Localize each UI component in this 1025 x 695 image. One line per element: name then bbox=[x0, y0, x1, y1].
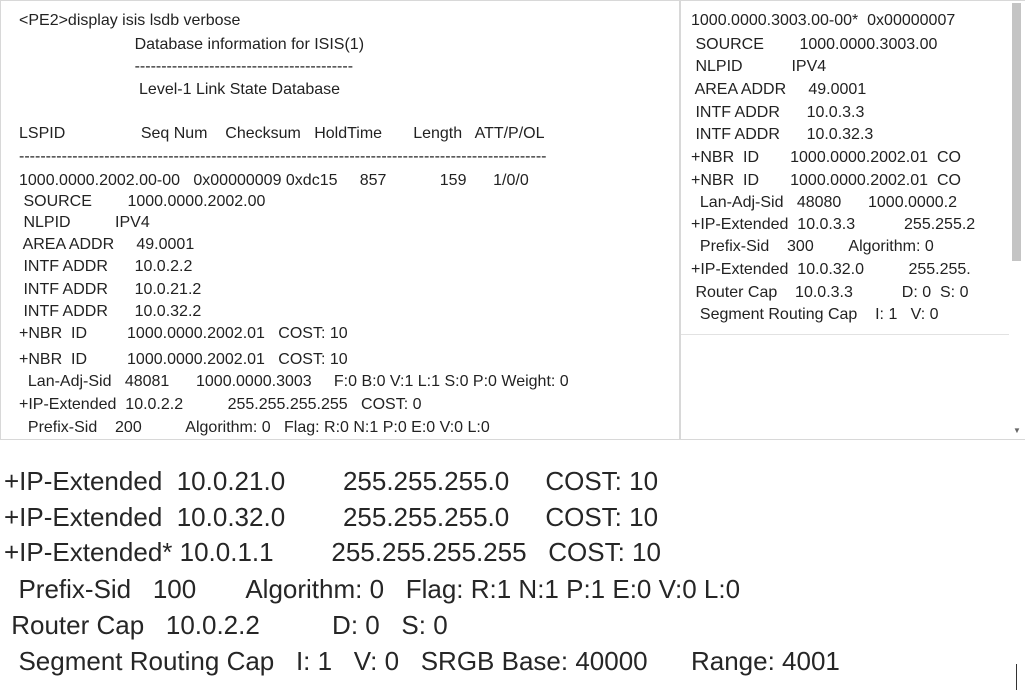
text-cursor bbox=[1016, 664, 1017, 690]
output-line: +NBR ID 1000.0000.2002.01 COST: 10 bbox=[19, 351, 348, 368]
scrollbar-thumb[interactable] bbox=[1012, 3, 1021, 261]
output-line: Segment Routing Cap I: 1 V: 0 SRGB Base:… bbox=[4, 646, 840, 676]
output-line: ----------------------------------------… bbox=[19, 58, 354, 75]
output-line: Lan-Adj-Sid 48080 1000.0000.2 bbox=[691, 194, 957, 211]
output-line: +IP-Extended 10.0.32.0 255.255.255.0 COS… bbox=[4, 502, 659, 532]
output-line: +NBR ID 1000.0000.2002.01 CO bbox=[691, 172, 961, 189]
output-line: INTF ADDR 10.0.21.2 bbox=[19, 281, 202, 298]
right-terminal-panel: ▼ 1000.0000.3003.00-00* 0x00000007 SOURC… bbox=[680, 0, 1025, 440]
output-line: SOURCE 1000.0000.3003.00 bbox=[691, 36, 938, 53]
output-line: NLPID IPV4 bbox=[19, 214, 150, 231]
output-line: NLPID IPV4 bbox=[691, 58, 827, 75]
output-line: LSPID Seq Num Checksum HoldTime Length A… bbox=[19, 125, 545, 142]
output-line: +IP-Extended 10.0.2.2 255.255.255.255 CO… bbox=[19, 396, 422, 413]
output-line: Router Cap 10.0.2.2 D: 0 S: 0 bbox=[4, 610, 448, 640]
scroll-down-arrow-icon[interactable]: ▼ bbox=[1013, 426, 1021, 435]
right-panel-empty-area bbox=[681, 334, 1009, 439]
left-terminal-panel: <PE2>display isis lsdb verbose Database … bbox=[0, 0, 680, 440]
output-line: +IP-Extended 10.0.21.0 255.255.255.0 COS… bbox=[4, 466, 659, 496]
bottom-terminal-output: +IP-Extended 10.0.21.0 255.255.255.0 COS… bbox=[0, 440, 1025, 695]
output-line: +IP-Extended 10.0.3.3 255.255.2 bbox=[691, 216, 976, 233]
output-line: Segment Routing Cap I: 1 V: 0 bbox=[691, 306, 939, 323]
output-line: INTF ADDR 10.0.32.2 bbox=[19, 303, 202, 320]
output-line: +NBR ID 1000.0000.2002.01 COST: 10 bbox=[19, 325, 348, 342]
output-line: Database information for ISIS(1) bbox=[19, 36, 365, 53]
output-line: +IP-Extended 10.0.32.0 255.255. bbox=[691, 261, 971, 278]
output-line: +NBR ID 1000.0000.2002.01 CO bbox=[691, 149, 961, 166]
output-line: ----------------------------------------… bbox=[19, 148, 547, 165]
output-line: 1000.0000.2002.00-00 0x00000009 0xdc15 8… bbox=[19, 172, 529, 189]
output-line: INTF ADDR 10.0.2.2 bbox=[19, 258, 193, 275]
output-line: AREA ADDR 49.0001 bbox=[19, 236, 195, 253]
output-line: Prefix-Sid 100 Algorithm: 0 Flag: R:1 N:… bbox=[4, 574, 741, 604]
output-line: INTF ADDR 10.0.3.3 bbox=[691, 104, 865, 121]
vertical-scrollbar[interactable]: ▼ bbox=[1012, 3, 1021, 435]
output-line: SOURCE 1000.0000.2002.00 bbox=[19, 193, 266, 210]
output-line: <PE2>display isis lsdb verbose bbox=[19, 12, 241, 29]
output-line: 1000.0000.3003.00-00* 0x00000007 bbox=[691, 12, 956, 29]
output-line: +IP-Extended* 10.0.1.1 255.255.255.255 C… bbox=[4, 537, 661, 567]
output-line: Prefix-Sid 200 Algorithm: 0 Flag: R:0 N:… bbox=[19, 419, 490, 436]
output-line: Lan-Adj-Sid 48081 1000.0000.3003 F:0 B:0… bbox=[19, 373, 569, 390]
output-line: INTF ADDR 10.0.32.3 bbox=[691, 126, 874, 143]
output-line: Router Cap 10.0.3.3 D: 0 S: 0 bbox=[691, 284, 969, 301]
output-line: Prefix-Sid 300 Algorithm: 0 bbox=[691, 238, 934, 255]
output-line: Level-1 Link State Database bbox=[19, 81, 341, 98]
output-line: AREA ADDR 49.0001 bbox=[691, 81, 867, 98]
